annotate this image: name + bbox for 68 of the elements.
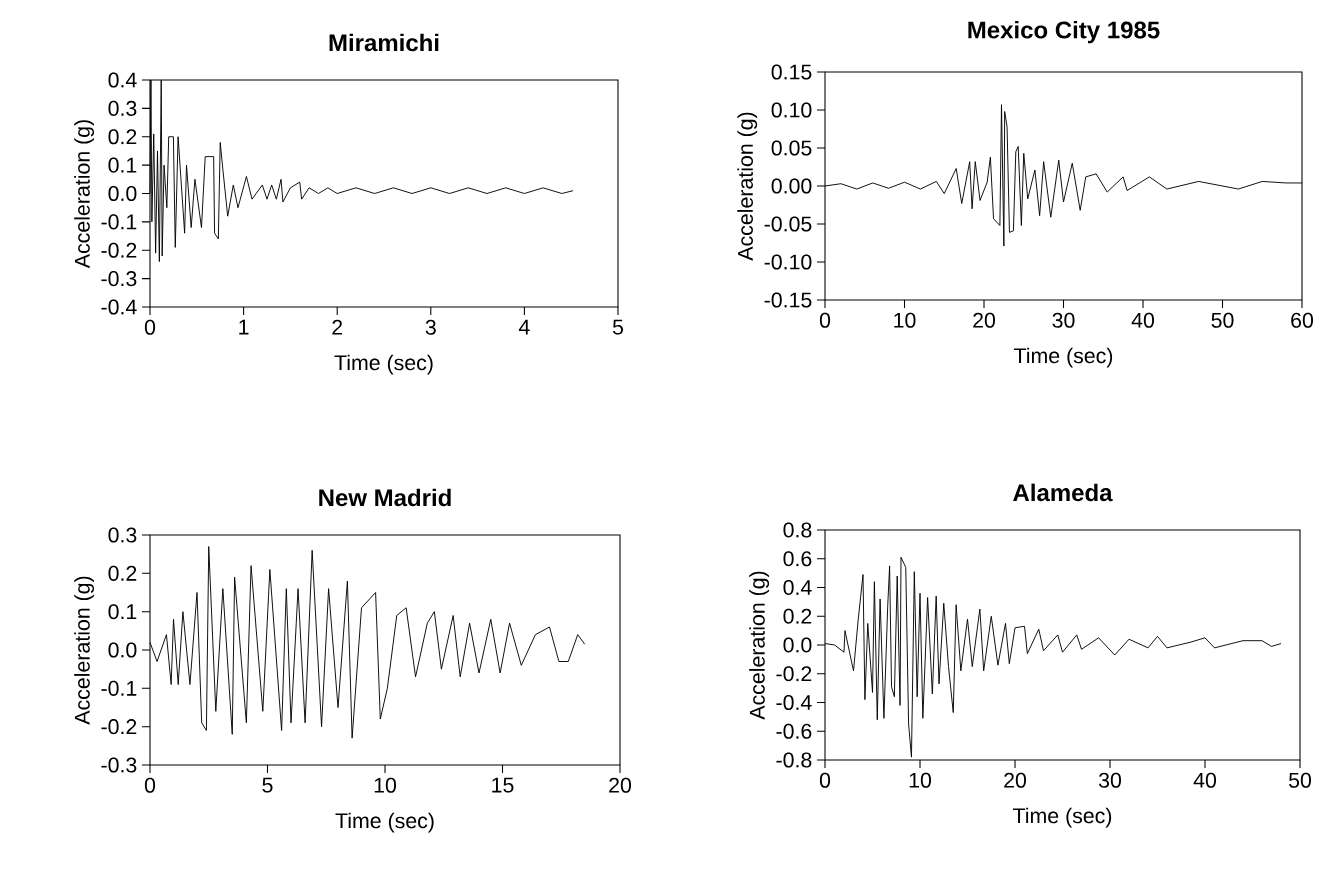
x-tick-label: 10 (909, 772, 932, 788)
x-tick-label: 10 (374, 777, 397, 793)
x-tick-label: 40 (1193, 772, 1217, 788)
y-axis-title: Acceleration (g) (737, 112, 758, 261)
x-tick-label: 20 (609, 777, 632, 793)
y-tick-label: 0.8 (783, 522, 812, 538)
y-axis-title: Acceleration (g) (749, 571, 770, 720)
y-tick-label: 0.4 (783, 579, 812, 596)
x-axis-title: Time (sec) (335, 812, 434, 833)
y-tick-label: 0.0 (108, 185, 137, 202)
x-tick-label: 50 (1289, 772, 1312, 788)
y-tick-label: 0.00 (771, 178, 812, 194)
x-tick-label: 30 (1052, 312, 1075, 328)
y-tick-label: 0.05 (771, 140, 812, 156)
y-axis-title: Acceleration (g) (74, 576, 95, 725)
x-tick-label: 0 (819, 312, 831, 328)
y-tick-label: 0.1 (108, 157, 137, 173)
x-axis-title: Time (sec) (334, 354, 433, 375)
y-tick-label: -0.15 (764, 292, 812, 308)
y-tick-label: 0.2 (108, 129, 137, 145)
y-tick-label: -0.8 (776, 752, 812, 768)
y-tick-label: -0.3 (101, 757, 137, 773)
chart-title: Miramichi (329, 33, 439, 52)
y-tick-label: 0.1 (108, 604, 137, 620)
x-tick-label: 20 (1004, 772, 1027, 788)
y-tick-label: -0.4 (776, 694, 812, 711)
x-tick-label: 3 (425, 319, 436, 335)
y-tick-label: 0.2 (108, 565, 137, 581)
y-tick-label: -0.1 (101, 214, 137, 230)
y-tick-label: 0.3 (108, 527, 137, 543)
y-tick-label: 0.0 (108, 642, 137, 658)
y-tick-label: 0.6 (783, 551, 812, 567)
x-tick-label: 2 (332, 319, 343, 335)
x-tick-label: 60 (1291, 312, 1314, 328)
y-tick-label: 0.15 (771, 64, 812, 80)
y-tick-label: 0.3 (108, 100, 137, 116)
y-tick-label: -0.2 (101, 719, 137, 735)
x-tick-label: 50 (1211, 312, 1234, 328)
chart-title: New Madrid (319, 488, 451, 507)
y-tick-label: -0.1 (101, 680, 137, 696)
x-tick-label: 10 (894, 312, 916, 328)
y-axis-title: Acceleration (g) (74, 120, 95, 269)
y-tick-label: 0.10 (771, 102, 812, 118)
y-tick-label: -0.2 (101, 242, 137, 258)
x-tick-label: 5 (612, 319, 624, 335)
y-tick-label: 0.0 (783, 637, 812, 653)
x-tick-label: 5 (262, 777, 273, 793)
chart-title: Mexico City 1985 (968, 20, 1160, 44)
x-tick-label: 0 (819, 772, 831, 788)
y-tick-label: 0.4 (108, 72, 137, 88)
x-tick-label: 0 (144, 319, 156, 335)
y-tick-label: -0.05 (764, 216, 812, 232)
y-tick-label: -0.2 (776, 666, 812, 682)
y-tick-label: -0.10 (764, 254, 812, 270)
x-tick-label: 30 (1098, 772, 1122, 788)
x-tick-label: 1 (239, 319, 249, 335)
y-tick-label: 0.2 (783, 608, 812, 624)
x-tick-label: 15 (492, 777, 514, 793)
y-tick-label: -0.3 (101, 271, 137, 287)
x-tick-label: 20 (973, 312, 996, 328)
y-tick-label: -0.6 (776, 723, 812, 739)
x-tick-label: 4 (518, 319, 530, 335)
x-tick-label: 0 (144, 777, 156, 793)
x-axis-title: Time (sec) (1014, 347, 1113, 368)
x-axis-title: Time (sec) (1013, 807, 1112, 828)
chart-title: Alameda (1013, 483, 1113, 502)
y-tick-label: -0.4 (101, 299, 137, 315)
x-tick-label: 40 (1131, 312, 1155, 328)
